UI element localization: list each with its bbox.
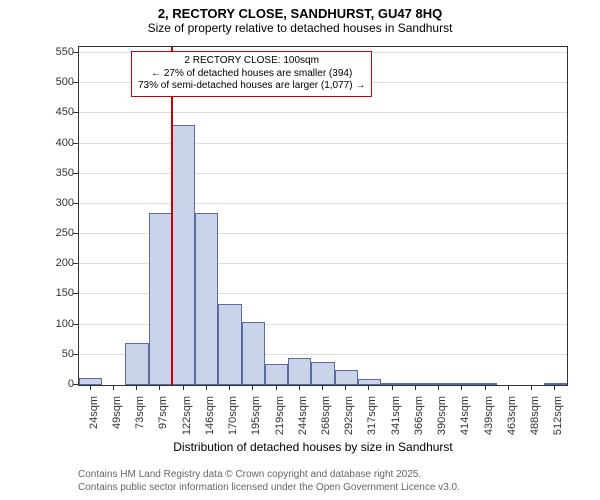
chart-title-line1: 2, RECTORY CLOSE, SANDHURST, GU47 8HQ — [0, 6, 600, 21]
x-tick-mark — [554, 385, 555, 390]
x-tick-label: 49sqm — [111, 396, 123, 446]
annotation-line3: 73% of semi-detached houses are larger (… — [138, 80, 365, 93]
histogram-bar — [474, 383, 497, 385]
x-tick-mark — [461, 385, 462, 390]
histogram-bar — [125, 343, 148, 385]
y-tick-mark — [73, 112, 78, 113]
y-tick-mark — [73, 233, 78, 234]
x-tick-label: 317sqm — [366, 396, 378, 446]
y-tick-mark — [73, 143, 78, 144]
x-tick-label: 390sqm — [436, 396, 448, 446]
x-tick-mark — [368, 385, 369, 390]
gridline — [79, 143, 567, 144]
y-tick-label: 500 — [44, 76, 74, 88]
x-tick-label: 122sqm — [181, 396, 193, 446]
x-tick-mark — [159, 385, 160, 390]
annotation-line1: 2 RECTORY CLOSE: 100sqm — [138, 55, 365, 68]
y-tick-mark — [73, 82, 78, 83]
x-tick-label: 488sqm — [529, 396, 541, 446]
reference-line — [171, 47, 173, 385]
x-tick-label: 268sqm — [320, 396, 332, 446]
y-tick-mark — [73, 203, 78, 204]
histogram-bar — [149, 213, 172, 385]
x-tick-mark — [392, 385, 393, 390]
x-tick-label: 292sqm — [343, 396, 355, 446]
histogram-bar — [404, 383, 427, 385]
y-tick-label: 450 — [44, 106, 74, 118]
histogram-bar — [79, 378, 102, 385]
x-tick-mark — [252, 385, 253, 390]
x-tick-label: 512sqm — [552, 396, 564, 446]
x-tick-mark — [183, 385, 184, 390]
histogram-bar — [265, 364, 288, 385]
x-tick-mark — [531, 385, 532, 390]
gridline — [79, 112, 567, 113]
gridline — [79, 173, 567, 174]
x-tick-label: 195sqm — [250, 396, 262, 446]
y-tick-label: 50 — [44, 348, 74, 360]
x-tick-label: 170sqm — [227, 396, 239, 446]
y-tick-label: 350 — [44, 167, 74, 179]
x-tick-mark — [90, 385, 91, 390]
x-tick-mark — [345, 385, 346, 390]
attribution-footer: Contains HM Land Registry data © Crown c… — [78, 469, 460, 494]
x-tick-label: 341sqm — [390, 396, 402, 446]
histogram-bar — [195, 213, 218, 385]
y-tick-label: 550 — [44, 46, 74, 58]
histogram-bar — [242, 322, 265, 385]
x-tick-mark — [206, 385, 207, 390]
x-tick-mark — [276, 385, 277, 390]
annotation-box: 2 RECTORY CLOSE: 100sqm← 27% of detached… — [131, 51, 372, 97]
histogram-bar — [381, 383, 404, 385]
x-tick-label: 219sqm — [274, 396, 286, 446]
footer-line2: Contains public sector information licen… — [78, 482, 460, 495]
x-tick-label: 244sqm — [297, 396, 309, 446]
y-tick-label: 150 — [44, 287, 74, 299]
y-tick-label: 100 — [44, 318, 74, 330]
x-tick-label: 439sqm — [483, 396, 495, 446]
histogram-bar — [288, 358, 311, 385]
x-tick-mark — [415, 385, 416, 390]
y-tick-mark — [73, 263, 78, 264]
y-tick-label: 200 — [44, 257, 74, 269]
x-tick-mark — [485, 385, 486, 390]
x-tick-label: 24sqm — [88, 396, 100, 446]
annotation-line2: ← 27% of detached houses are smaller (39… — [138, 68, 365, 81]
y-tick-mark — [73, 52, 78, 53]
x-tick-label: 146sqm — [204, 396, 216, 446]
x-tick-label: 73sqm — [134, 396, 146, 446]
y-tick-label: 250 — [44, 227, 74, 239]
x-tick-label: 414sqm — [459, 396, 471, 446]
footer-line1: Contains HM Land Registry data © Crown c… — [78, 469, 460, 482]
x-tick-mark — [299, 385, 300, 390]
x-tick-mark — [229, 385, 230, 390]
y-tick-label: 400 — [44, 137, 74, 149]
y-tick-mark — [73, 384, 78, 385]
y-tick-mark — [73, 354, 78, 355]
histogram-bar — [311, 362, 334, 385]
histogram-bar — [172, 125, 195, 385]
y-tick-label: 300 — [44, 197, 74, 209]
x-tick-mark — [136, 385, 137, 390]
y-tick-mark — [73, 173, 78, 174]
y-tick-label: 0 — [44, 378, 74, 390]
x-tick-label: 97sqm — [157, 396, 169, 446]
chart-title-line2: Size of property relative to detached ho… — [0, 21, 600, 35]
x-tick-mark — [113, 385, 114, 390]
gridline — [79, 203, 567, 204]
x-tick-label: 366sqm — [413, 396, 425, 446]
histogram-bar — [218, 304, 241, 385]
chart-area: Number of detached properties 2 RECTORY … — [58, 46, 568, 416]
x-tick-mark — [322, 385, 323, 390]
plot-area: 2 RECTORY CLOSE: 100sqm← 27% of detached… — [78, 46, 568, 386]
y-tick-mark — [73, 293, 78, 294]
y-tick-mark — [73, 324, 78, 325]
x-axis-label: Distribution of detached houses by size … — [58, 440, 568, 454]
x-tick-mark — [508, 385, 509, 390]
histogram-bar — [335, 370, 358, 385]
x-tick-mark — [438, 385, 439, 390]
x-tick-label: 463sqm — [506, 396, 518, 446]
